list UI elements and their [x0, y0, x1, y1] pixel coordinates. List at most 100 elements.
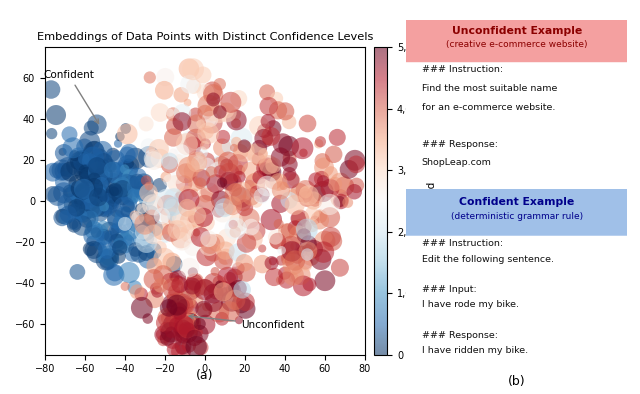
Point	[138, 234, 148, 240]
Point	[181, 160, 191, 166]
Point	[276, 257, 286, 264]
Point	[85, 216, 95, 222]
Point	[184, 318, 194, 324]
Point	[179, 322, 189, 328]
Point	[196, 176, 206, 182]
Point	[165, 214, 175, 220]
Point	[94, 155, 104, 161]
Point	[86, 238, 97, 244]
Point	[144, 154, 154, 160]
Point	[124, 203, 134, 209]
Point	[173, 218, 183, 225]
Point	[318, 188, 328, 195]
Point	[104, 197, 114, 203]
Point	[158, 337, 168, 344]
Point	[336, 198, 346, 204]
Point	[159, 87, 170, 93]
Point	[303, 192, 314, 199]
Point	[68, 145, 78, 151]
Point	[109, 188, 119, 195]
Point	[263, 118, 273, 125]
Point	[104, 255, 114, 262]
Point	[195, 180, 205, 186]
Point	[181, 315, 191, 321]
Point	[253, 186, 263, 192]
Point	[184, 230, 195, 237]
Point	[236, 223, 246, 229]
Point	[241, 269, 252, 275]
Point	[200, 284, 210, 290]
Point	[262, 165, 272, 171]
Point	[163, 305, 173, 311]
Point	[295, 190, 305, 196]
Point	[144, 212, 154, 219]
Point	[244, 216, 255, 222]
Point	[214, 109, 224, 115]
Point	[161, 235, 171, 242]
Point	[119, 240, 129, 246]
Point	[316, 213, 326, 219]
Point	[120, 283, 131, 290]
Point	[214, 309, 224, 315]
Point	[83, 193, 93, 199]
Point	[168, 285, 179, 292]
Point	[108, 151, 118, 158]
Point	[148, 155, 158, 162]
Point	[155, 182, 165, 188]
Point	[202, 116, 212, 122]
Point	[179, 332, 189, 338]
Point	[135, 183, 145, 189]
Point	[225, 275, 235, 281]
Point	[170, 273, 180, 280]
Point	[168, 134, 179, 141]
Point	[88, 247, 99, 253]
Point	[81, 168, 91, 175]
Point	[95, 197, 106, 204]
Point	[195, 234, 205, 240]
Point	[166, 329, 176, 336]
Point	[278, 183, 289, 189]
Point	[173, 275, 184, 281]
Point	[92, 162, 102, 168]
Point	[110, 186, 120, 192]
Point	[232, 249, 243, 255]
Point	[298, 150, 308, 156]
Point	[231, 139, 241, 145]
Point	[95, 188, 106, 194]
Point	[148, 158, 159, 164]
Point	[120, 165, 130, 171]
Point	[76, 200, 86, 206]
Point	[137, 229, 147, 236]
Point	[110, 189, 120, 195]
Point	[65, 168, 76, 175]
Point	[188, 244, 198, 250]
Point	[178, 325, 188, 331]
Point	[273, 238, 283, 244]
Point	[202, 129, 212, 136]
Point	[293, 232, 303, 238]
Point	[234, 95, 244, 102]
Point	[218, 288, 228, 294]
Point	[97, 203, 107, 209]
Point	[222, 202, 232, 208]
Point	[239, 143, 250, 149]
Point	[111, 238, 122, 244]
Point	[124, 191, 134, 197]
Point	[77, 167, 88, 173]
Point	[201, 219, 211, 226]
Point	[84, 158, 95, 164]
Point	[161, 320, 171, 326]
Point	[70, 162, 80, 168]
Y-axis label: Ranking by Confidence Level: Ranking by Confidence Level	[428, 125, 438, 277]
Point	[72, 180, 82, 187]
Point	[284, 171, 294, 177]
Point	[79, 144, 90, 150]
Point	[221, 290, 232, 297]
Point	[281, 229, 291, 235]
Point	[214, 169, 224, 175]
Point	[168, 203, 178, 210]
Point	[58, 149, 68, 155]
Point	[300, 224, 310, 230]
Point	[97, 192, 108, 199]
Point	[219, 255, 229, 262]
